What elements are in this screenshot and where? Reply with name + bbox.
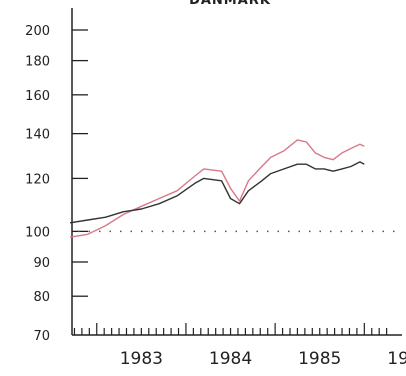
x-labels: 1983 1984 1985 1986: [120, 349, 406, 369]
y-tick-label: 90: [33, 256, 50, 271]
x-tick-label: 1983: [120, 349, 163, 369]
y-tick-label: 140: [25, 128, 50, 143]
chart-title: DANMARK: [189, 0, 271, 8]
y-ticks: 70 80 90 100 120 140 160 180 200: [25, 24, 88, 344]
y-tick-label: 120: [25, 172, 50, 187]
x-tick-label: 1984: [209, 349, 252, 369]
series-line-1: [69, 139, 365, 238]
series-line-2: [69, 161, 365, 224]
x-tick-label: 1986: [387, 349, 406, 369]
y-tick-label: 70: [33, 329, 50, 344]
y-tick-label: 160: [25, 89, 50, 104]
y-tick-label: 100: [25, 225, 50, 240]
y-tick-label: 200: [25, 24, 50, 39]
series-group: [69, 139, 365, 238]
y-tick-label: 80: [33, 290, 50, 305]
y-tick-label: 180: [25, 55, 50, 70]
x-minor-ticks: [73, 323, 388, 335]
x-tick-label: 1985: [298, 349, 341, 369]
